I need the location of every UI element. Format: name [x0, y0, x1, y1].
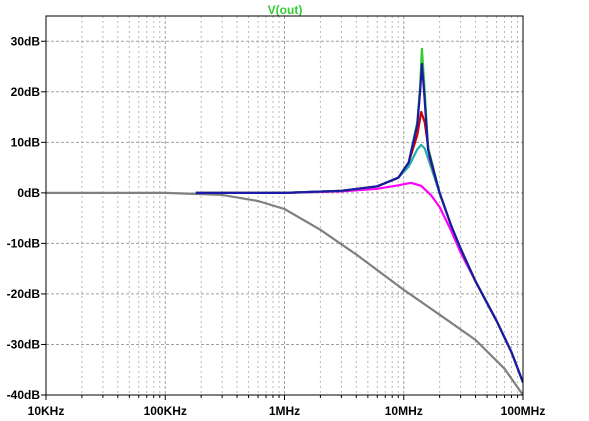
- x-tick-label: 1MHz: [269, 404, 300, 418]
- y-tick-label: 30dB: [11, 34, 41, 48]
- x-tick-label: 10MHz: [385, 404, 423, 418]
- chart-title: V(out): [268, 3, 303, 17]
- chart-series: [46, 47, 523, 395]
- y-tick-label: 0dB: [17, 186, 40, 200]
- y-tick-label: 10dB: [11, 135, 41, 149]
- series-line-2: [195, 181, 523, 383]
- series-line-6: [195, 62, 523, 383]
- series-line-3: [195, 143, 523, 383]
- x-tick-label: 10KHz: [28, 404, 65, 418]
- y-tick-label: -10dB: [7, 236, 41, 250]
- series-line-4: [195, 110, 523, 383]
- chart-axes: 10KHz 100KHz 1MHz 10MHz 100MHz 30dB 20dB 10dB 0d…: [7, 34, 546, 418]
- y-tick-label: -20dB: [7, 287, 41, 301]
- x-tick-label: 100MHz: [501, 404, 546, 418]
- y-tick-label: 20dB: [11, 85, 41, 99]
- series-line-1: [46, 191, 523, 395]
- chart-grid: [45, 16, 524, 396]
- y-tick-label: -30dB: [7, 337, 41, 351]
- x-tick-label: 100KHz: [144, 404, 187, 418]
- y-tick-label: -40dB: [7, 388, 41, 402]
- series-line-5: [195, 47, 523, 383]
